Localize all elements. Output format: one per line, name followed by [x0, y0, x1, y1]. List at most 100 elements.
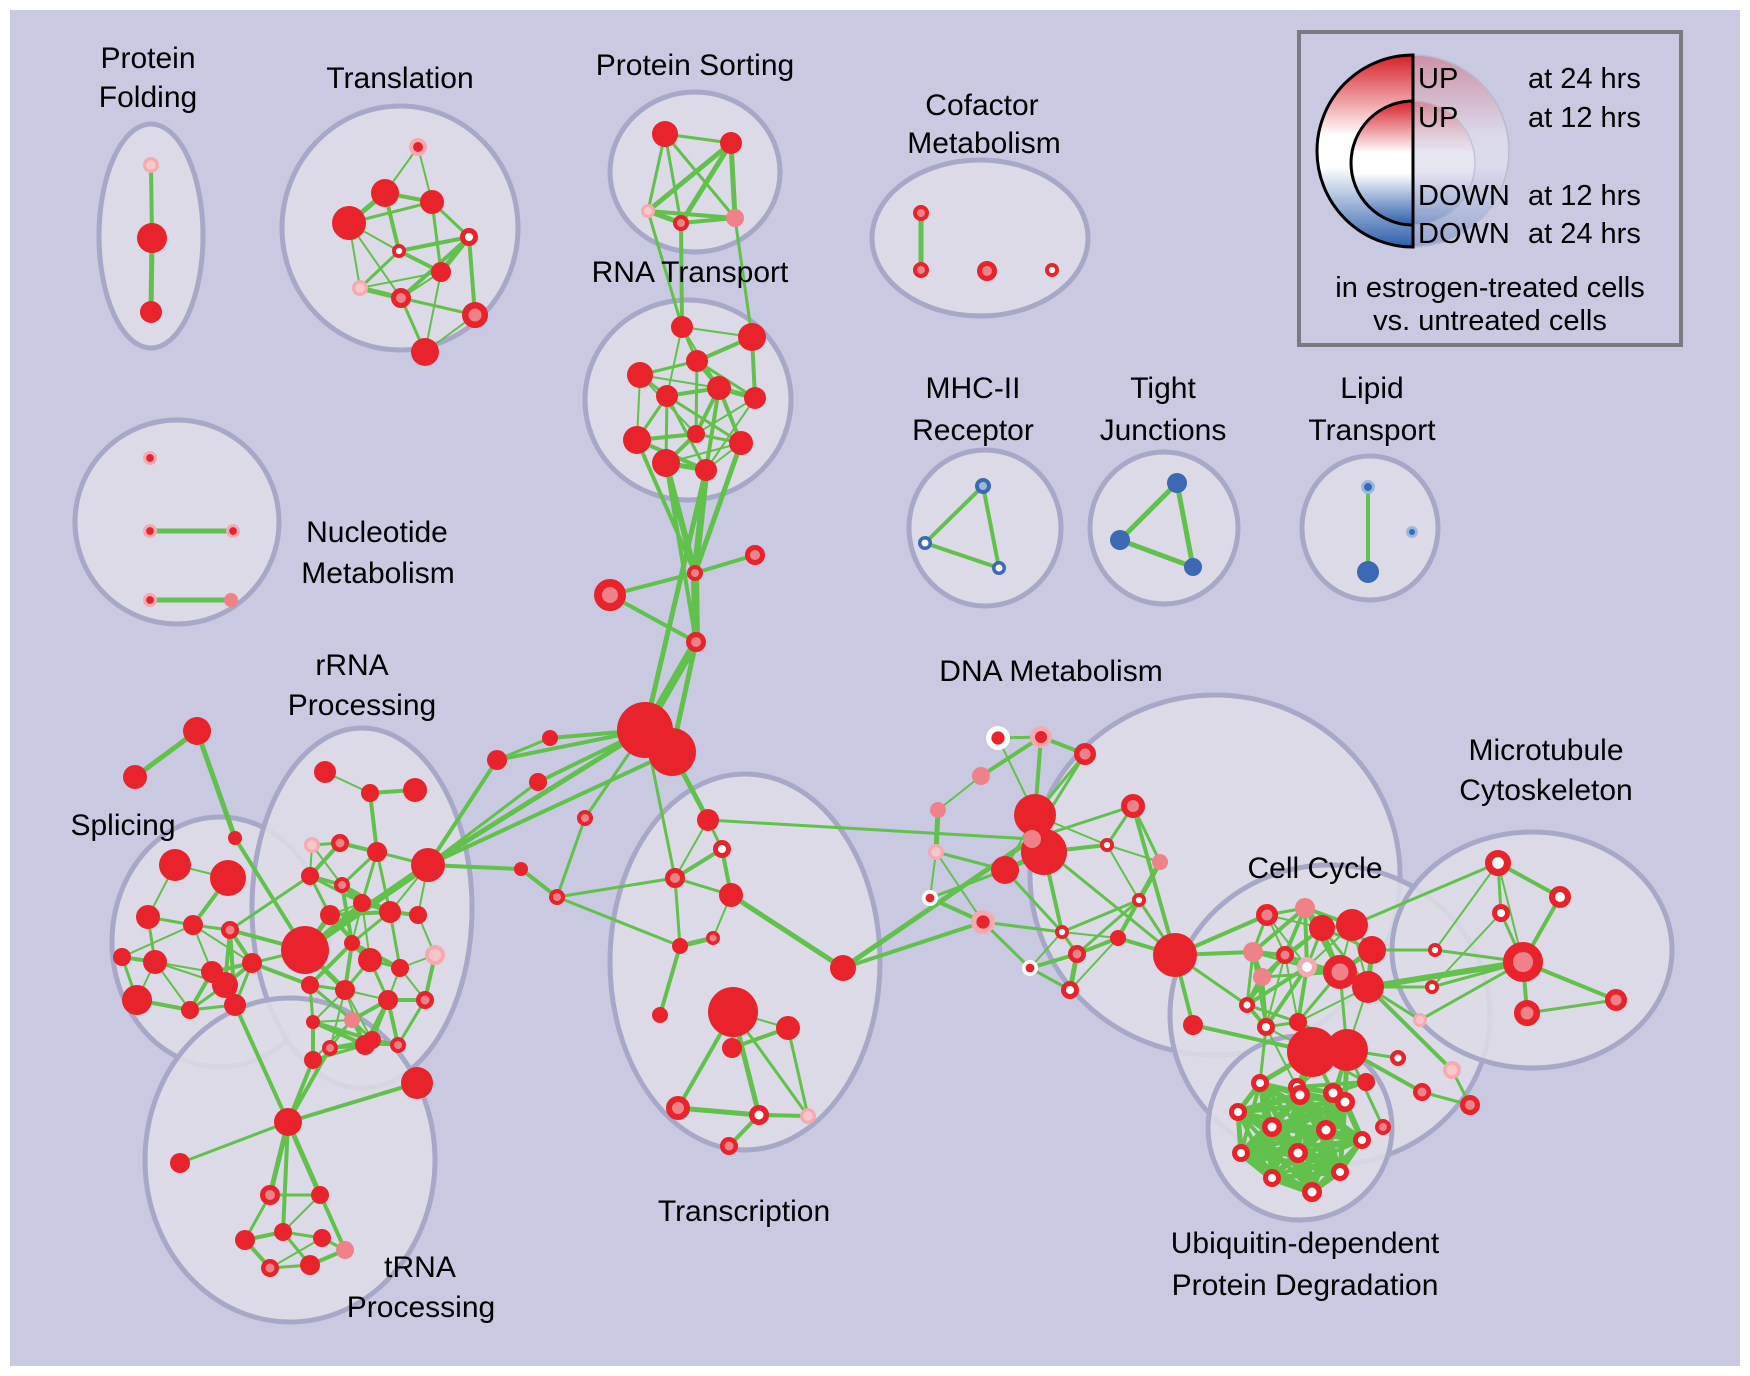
gene-node-microtubule-cytoskeleton[interactable]: [1549, 886, 1572, 909]
gene-node-splicing[interactable]: [122, 985, 152, 1015]
gene-node-rrna-processing[interactable]: [378, 990, 398, 1010]
gene-node-ubiquitin-degradation[interactable]: [1231, 1143, 1250, 1162]
gene-node-cell-cycle[interactable]: [1287, 1027, 1337, 1077]
gene-node-translation[interactable]: [332, 206, 366, 240]
gene-node-nucleotide-metabolism[interactable]: [225, 524, 240, 539]
gene-node-lipid-transport[interactable]: [1357, 561, 1379, 583]
gene-node-rrna-processing[interactable]: [358, 948, 382, 972]
gene-node-rrna-processing[interactable]: [409, 906, 427, 924]
gene-node-dna-metabolism[interactable]: [1110, 930, 1126, 946]
gene-node-transcription[interactable]: [712, 839, 731, 858]
gene-node-rrna-processing[interactable]: [401, 1067, 433, 1099]
gene-node-microtubule-cytoskeleton[interactable]: [1514, 1000, 1540, 1026]
gene-node-splicing[interactable]: [143, 950, 167, 974]
gene-node-dna-metabolism[interactable]: [1068, 945, 1086, 963]
gene-node-trna-processing[interactable]: [336, 1241, 354, 1259]
gene-node-rna-transport[interactable]: [627, 362, 653, 388]
gene-node-trna-processing[interactable]: [260, 1185, 280, 1205]
gene-node-protein-folding[interactable]: [140, 301, 162, 323]
gene-node-transcription[interactable]: [722, 1038, 742, 1058]
gene-node-transcription[interactable]: [749, 1105, 769, 1125]
gene-node[interactable]: [687, 565, 703, 581]
gene-node-mhc-ii-receptor[interactable]: [918, 536, 932, 550]
gene-node-ubiquitin-degradation[interactable]: [1290, 1085, 1310, 1105]
gene-node-transcription[interactable]: [665, 868, 685, 888]
gene-node-transcription[interactable]: [799, 1107, 816, 1124]
gene-node-trna-processing[interactable]: [300, 1255, 320, 1275]
gene-node-trna-processing[interactable]: [311, 1186, 329, 1204]
gene-node-splicing[interactable]: [242, 953, 262, 973]
gene-node-cell-cycle[interactable]: [1309, 915, 1335, 941]
gene-node-protein-folding[interactable]: [143, 157, 160, 174]
gene-node-protein-sorting[interactable]: [673, 215, 689, 231]
gene-node[interactable]: [1428, 942, 1443, 957]
gene-node-rna-transport[interactable]: [686, 350, 708, 372]
gene-node-protein-sorting[interactable]: [726, 209, 744, 227]
gene-node-ubiquitin-degradation[interactable]: [1262, 1168, 1281, 1187]
gene-node-rrna-processing[interactable]: [344, 1012, 360, 1028]
gene-node-protein-sorting[interactable]: [720, 132, 742, 154]
gene-node-rrna-processing[interactable]: [390, 1037, 406, 1053]
gene-node[interactable]: [549, 889, 565, 905]
gene-node-splicing[interactable]: [224, 994, 246, 1016]
gene-node-rrna-processing[interactable]: [361, 784, 379, 802]
gene-node-rna-transport[interactable]: [623, 426, 651, 454]
gene-node-translation[interactable]: [408, 137, 427, 156]
gene-node-dna-metabolism[interactable]: [1021, 959, 1038, 976]
gene-node-dna-metabolism[interactable]: [930, 802, 946, 818]
gene-node-protein-sorting[interactable]: [641, 204, 655, 218]
gene-node-cell-cycle[interactable]: [1253, 968, 1271, 986]
gene-node-translation[interactable]: [420, 190, 444, 214]
gene-node-rrna-processing[interactable]: [304, 836, 321, 853]
gene-node-translation[interactable]: [460, 228, 479, 247]
gene-node-translation[interactable]: [462, 302, 488, 328]
gene-node[interactable]: [594, 579, 626, 611]
gene-node[interactable]: [1183, 1015, 1203, 1035]
gene-node-cell-cycle[interactable]: [1243, 942, 1263, 962]
gene-node-cofactor-metabolism[interactable]: [913, 205, 929, 221]
gene-node-trna-processing[interactable]: [261, 1259, 279, 1277]
gene-node-rna-transport[interactable]: [707, 376, 731, 400]
gene-node-rrna-processing[interactable]: [301, 976, 319, 994]
gene-node[interactable]: [542, 730, 558, 746]
gene-node-rrna-processing[interactable]: [322, 1040, 338, 1056]
gene-node-cell-cycle[interactable]: [1323, 955, 1357, 989]
gene-node[interactable]: [577, 810, 593, 826]
gene-node-microtubule-cytoskeleton[interactable]: [1605, 989, 1627, 1011]
gene-node-transcription[interactable]: [776, 1016, 800, 1040]
gene-node-cell-cycle[interactable]: [1276, 946, 1294, 964]
gene-node-transcription[interactable]: [697, 809, 719, 831]
gene-node-protein-sorting[interactable]: [652, 121, 678, 147]
gene-node-transcription[interactable]: [708, 987, 758, 1037]
gene-node-rrna-processing[interactable]: [331, 834, 349, 852]
gene-node[interactable]: [123, 765, 147, 789]
gene-node-translation[interactable]: [431, 262, 451, 282]
gene-node-rrna-processing[interactable]: [411, 848, 445, 882]
gene-node-cell-cycle[interactable]: [1358, 936, 1386, 964]
gene-node-dna-metabolism[interactable]: [972, 767, 990, 785]
gene-node-dna-metabolism[interactable]: [1055, 924, 1070, 939]
gene-node-ubiquitin-degradation[interactable]: [1335, 1092, 1355, 1112]
gene-node[interactable]: [830, 955, 856, 981]
gene-node[interactable]: [648, 728, 696, 776]
gene-node-splicing[interactable]: [181, 1001, 199, 1019]
gene-node-cell-cycle[interactable]: [1256, 1017, 1275, 1036]
gene-node-rna-transport[interactable]: [671, 316, 693, 338]
gene-node-splicing[interactable]: [210, 860, 246, 896]
gene-node-rrna-processing[interactable]: [335, 980, 355, 1000]
gene-node-splicing[interactable]: [183, 915, 203, 935]
gene-node[interactable]: [745, 545, 765, 565]
gene-node-transcription[interactable]: [720, 1137, 738, 1155]
gene-node-dna-metabolism[interactable]: [1074, 743, 1096, 765]
gene-node-rrna-processing[interactable]: [391, 959, 409, 977]
gene-node-trna-processing[interactable]: [235, 1230, 255, 1250]
gene-node[interactable]: [1413, 1013, 1427, 1027]
gene-node-dna-metabolism[interactable]: [971, 910, 996, 935]
gene-node-protein-folding[interactable]: [137, 223, 167, 253]
gene-node-rrna-processing[interactable]: [425, 945, 445, 965]
gene-node[interactable]: [514, 862, 528, 876]
gene-node-translation[interactable]: [411, 338, 439, 366]
gene-node-rna-transport[interactable]: [656, 385, 678, 407]
gene-node-rna-transport[interactable]: [738, 323, 766, 351]
gene-node-splicing[interactable]: [281, 926, 329, 974]
